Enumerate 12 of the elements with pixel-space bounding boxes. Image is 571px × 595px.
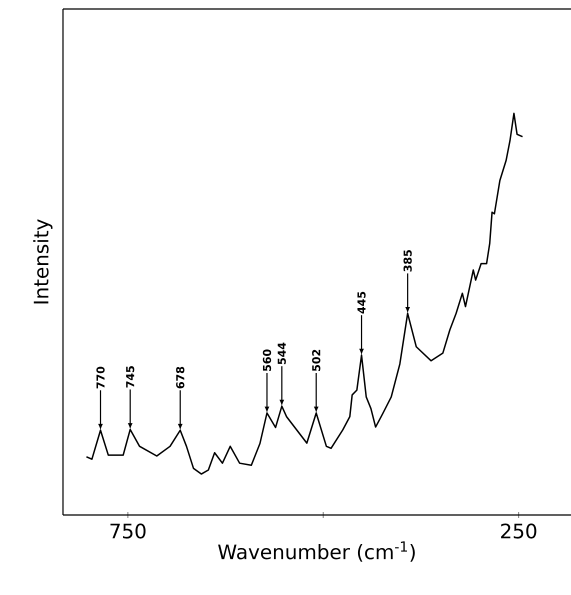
annotation: 544 (278, 342, 286, 364)
x-tick-label: 250 (501, 524, 536, 539)
annotation: 770 (96, 366, 105, 388)
x-axis-title: Wavenumber (cm$^{-1}$) (218, 541, 415, 562)
annotation: 445 (357, 292, 366, 314)
annotation: 385 (404, 250, 412, 272)
x-tick-label: 750 (110, 524, 146, 539)
y-axis-title: Intensity (33, 219, 52, 304)
annotation: 560 (262, 349, 272, 371)
annotation: 678 (176, 366, 184, 388)
annotation: 745 (126, 366, 134, 388)
annotation: 502 (312, 350, 320, 371)
